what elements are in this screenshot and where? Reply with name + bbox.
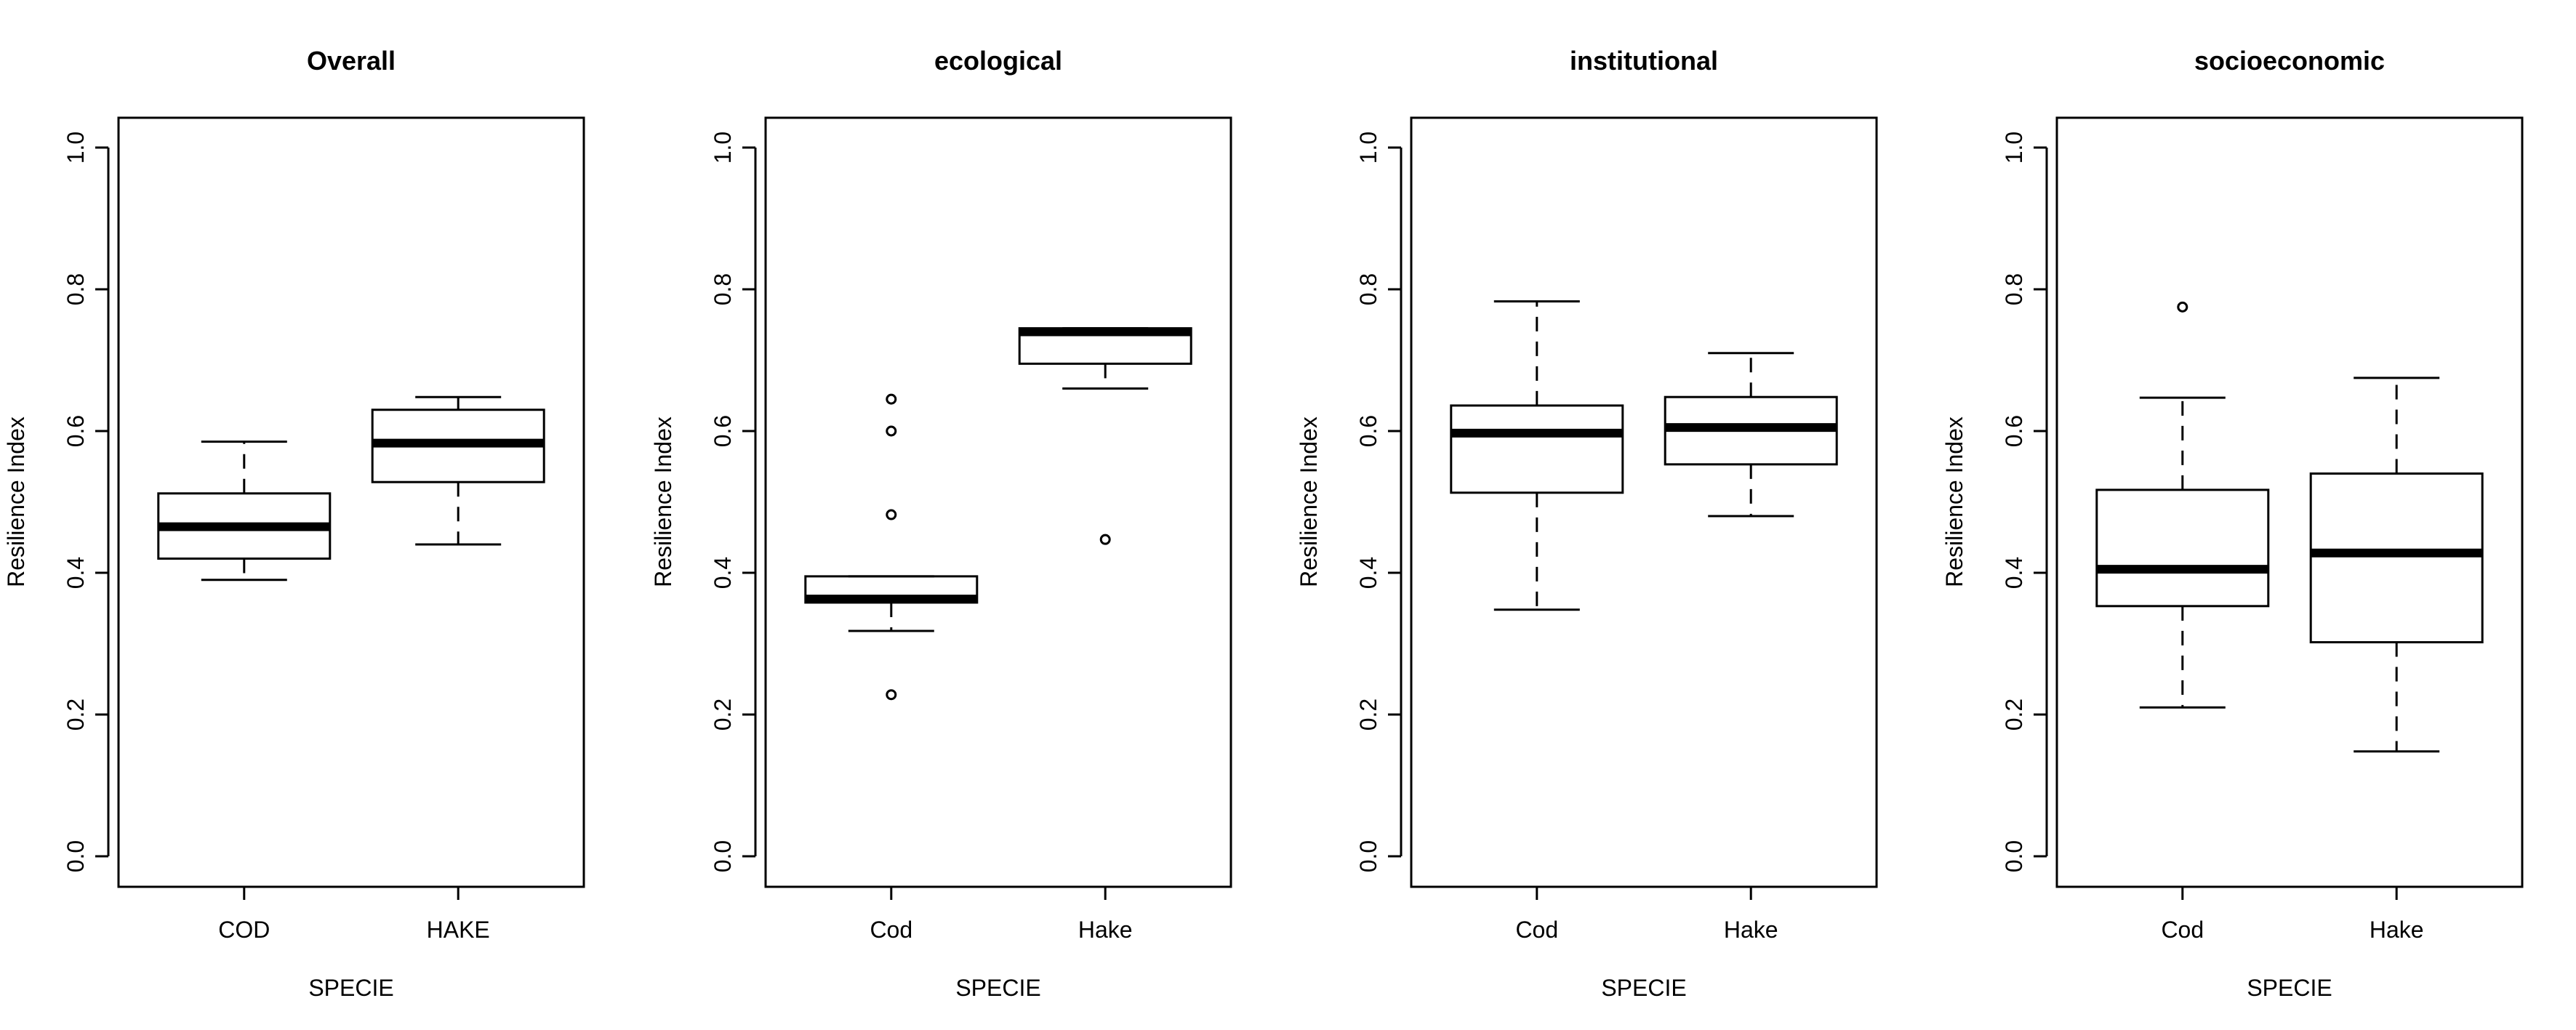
y-axis-title: Resilience Index bbox=[1296, 417, 1322, 587]
panel-title: institutional bbox=[1570, 46, 1718, 76]
x-axis-title: SPECIE bbox=[1601, 975, 1686, 1001]
y-tick-label: 1.0 bbox=[63, 132, 89, 164]
x-tick-label: Cod bbox=[870, 917, 912, 943]
y-tick-label: 0.4 bbox=[63, 557, 89, 589]
y-axis-title: Resilience Index bbox=[3, 417, 29, 587]
box-cod: Cod bbox=[804, 393, 979, 943]
outlier-point bbox=[886, 689, 897, 701]
box-hake: Hake bbox=[2309, 377, 2484, 943]
panel-institutional: institutional 0.0 0.2 0.4 0.6 0.8 1.0 Resilienc… bbox=[1296, 46, 1878, 1001]
box-hake: Hake bbox=[1018, 327, 1192, 943]
y-tick-label: 0.2 bbox=[1355, 699, 1381, 731]
y-tick-label: 1.0 bbox=[1355, 132, 1381, 164]
y-tick-label: 0.0 bbox=[2001, 840, 2027, 872]
box-cod: Cod bbox=[2095, 301, 2270, 943]
panel-socioeconomic: socioeconomic 0.0 0.2 0.4 0.6 0.8 1.0 Resilienc… bbox=[1941, 46, 2524, 1001]
plot-frame bbox=[1410, 116, 1878, 888]
y-tick-label: 0.8 bbox=[63, 273, 89, 305]
iqr-box bbox=[1450, 404, 1624, 494]
x-tick-label: Hake bbox=[1078, 917, 1133, 943]
y-tick-label: 0.0 bbox=[63, 840, 89, 872]
panel-ecological: ecological 0.0 0.2 0.4 0.6 0.8 1.0 Resilience I… bbox=[650, 46, 1232, 1001]
y-tick-label: 0.0 bbox=[1355, 840, 1381, 872]
x-axis-title: SPECIE bbox=[2247, 975, 2332, 1001]
panel-title: socioeconomic bbox=[2194, 46, 2385, 76]
x-tick-label: Cod bbox=[2161, 917, 2204, 943]
y-tick-label: 1.0 bbox=[710, 132, 736, 164]
y-tick-label: 0.8 bbox=[2001, 273, 2027, 305]
y-tick-label: 0.4 bbox=[710, 557, 736, 589]
panel-overall: Overall 0.0 0.2 0.4 0.6 0.8 1.0 Resilience Inde… bbox=[3, 46, 585, 1001]
outlier-point bbox=[2177, 301, 2188, 313]
y-tick-label: 0.4 bbox=[1355, 557, 1381, 589]
x-tick-label: COD bbox=[218, 917, 270, 943]
y-axis-title: Resilience Index bbox=[650, 417, 676, 587]
panel-title: Overall bbox=[307, 46, 396, 76]
plot-frame bbox=[117, 116, 585, 888]
y-tick-label: 0.4 bbox=[2001, 557, 2027, 589]
panel-title: ecological bbox=[934, 46, 1062, 76]
x-tick-label: HAKE bbox=[427, 917, 490, 943]
y-tick-label: 0.6 bbox=[1355, 415, 1381, 447]
outlier-point bbox=[1099, 534, 1111, 545]
y-axis-title: Resilience Index bbox=[1941, 417, 1967, 587]
x-axis-title: SPECIE bbox=[308, 975, 393, 1001]
plot-frame bbox=[764, 116, 1232, 888]
outlier-point bbox=[886, 393, 897, 405]
y-tick-label: 0.6 bbox=[2001, 415, 2027, 447]
y-tick-label: 0.2 bbox=[2001, 699, 2027, 731]
y-tick-label: 0.6 bbox=[63, 415, 89, 447]
x-tick-label: Cod bbox=[1515, 917, 1558, 943]
y-tick-label: 0.8 bbox=[1355, 273, 1381, 305]
y-tick-label: 0.0 bbox=[710, 840, 736, 872]
box-hake: Hake bbox=[1664, 352, 1838, 943]
outlier-point bbox=[886, 425, 897, 437]
y-tick-label: 1.0 bbox=[2001, 132, 2027, 164]
box-cod: Cod bbox=[1450, 300, 1624, 943]
y-tick-label: 0.2 bbox=[63, 699, 89, 731]
y-tick-label: 0.2 bbox=[710, 699, 736, 731]
iqr-box bbox=[2309, 472, 2484, 644]
y-tick-label: 0.8 bbox=[710, 273, 736, 305]
x-tick-label: Hake bbox=[1724, 917, 1778, 943]
y-tick-label: 0.6 bbox=[710, 415, 736, 447]
iqr-box bbox=[2095, 488, 2270, 608]
plot-frame bbox=[2055, 116, 2524, 888]
box-hake: HAKE bbox=[371, 395, 545, 943]
outlier-point bbox=[886, 509, 897, 520]
x-axis-title: SPECIE bbox=[955, 975, 1040, 1001]
box-cod: COD bbox=[157, 440, 332, 943]
x-tick-label: Hake bbox=[2370, 917, 2424, 943]
